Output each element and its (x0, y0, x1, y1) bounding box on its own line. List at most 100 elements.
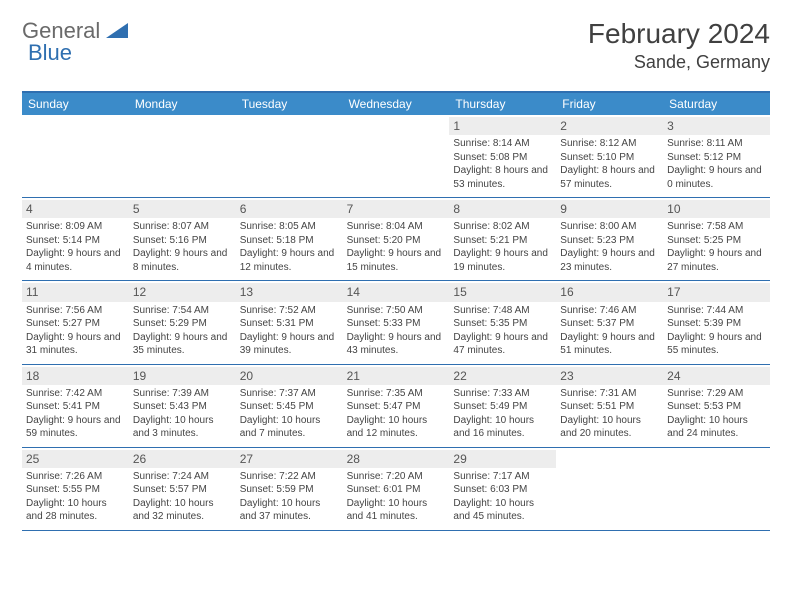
sunrise-line: Sunrise: 8:09 AM (26, 220, 125, 234)
daylight-line: Daylight: 10 hours and 20 minutes. (560, 414, 659, 441)
day-number: 25 (22, 450, 129, 468)
sunset-line: Sunset: 6:03 PM (453, 483, 552, 497)
dow-cell: Saturday (663, 93, 770, 115)
logo-triangle-icon (106, 20, 128, 43)
header: General February 2024 Sande, Germany (22, 18, 770, 73)
day-of-week-row: SundayMondayTuesdayWednesdayThursdayFrid… (22, 93, 770, 115)
sunrise-line: Sunrise: 8:00 AM (560, 220, 659, 234)
day-cell: 2Sunrise: 8:12 AMSunset: 5:10 PMDaylight… (556, 115, 663, 197)
sunrise-line: Sunrise: 7:31 AM (560, 387, 659, 401)
sunrise-line: Sunrise: 8:05 AM (240, 220, 339, 234)
day-cell: 26 Sunrise: 7:24 AMSunset: 5:57 PMDayligh… (129, 448, 236, 530)
day-cell: 3Sunrise: 8:11 AMSunset: 5:12 PMDaylight… (663, 115, 770, 197)
sunrise-line: Sunrise: 8:04 AM (347, 220, 446, 234)
day-cell: 1Sunrise: 8:14 AMSunset: 5:08 PMDaylight… (449, 115, 556, 197)
daylight-line: Daylight: 10 hours and 12 minutes. (347, 414, 446, 441)
sunrise-line: Sunrise: 7:48 AM (453, 304, 552, 318)
daylight-line: Daylight: 9 hours and 15 minutes. (347, 247, 446, 274)
day-cell: 23Sunrise: 7:31 AMSunset: 5:51 PMDayligh… (556, 365, 663, 447)
daylight-line: Daylight: 9 hours and 39 minutes. (240, 331, 339, 358)
sunset-line: Sunset: 5:39 PM (667, 317, 766, 331)
sunrise-line: Sunrise: 7:39 AM (133, 387, 232, 401)
day-cell: 24Sunrise: 7:29 AMSunset: 5:53 PMDayligh… (663, 365, 770, 447)
week-row: 1Sunrise: 8:14 AMSunset: 5:08 PMDaylight… (22, 115, 770, 198)
sunset-line: Sunset: 5:43 PM (133, 400, 232, 414)
sunset-line: Sunset: 5:35 PM (453, 317, 552, 331)
weeks-container: 1Sunrise: 8:14 AMSunset: 5:08 PMDaylight… (22, 115, 770, 531)
day-cell: 13Sunrise: 7:52 AMSunset: 5:31 PMDayligh… (236, 281, 343, 363)
day-number: 11 (22, 283, 129, 301)
daylight-line: Daylight: 9 hours and 4 minutes. (26, 247, 125, 274)
day-cell: 18Sunrise: 7:42 AMSunset: 5:41 PMDayligh… (22, 365, 129, 447)
dow-cell: Wednesday (343, 93, 450, 115)
daylight-line: Daylight: 9 hours and 27 minutes. (667, 247, 766, 274)
sunset-line: Sunset: 5:49 PM (453, 400, 552, 414)
sunset-line: Sunset: 5:47 PM (347, 400, 446, 414)
dow-cell: Tuesday (236, 93, 343, 115)
day-cell: 28Sunrise: 7:20 AMSunset: 6:01 PMDayligh… (343, 448, 450, 530)
day-cell: 8Sunrise: 8:02 AMSunset: 5:21 PMDaylight… (449, 198, 556, 280)
sunset-line: Sunset: 5:18 PM (240, 234, 339, 248)
sunrise-line: Sunrise: 7:52 AM (240, 304, 339, 318)
logo-text-blue: Blue (28, 40, 72, 65)
day-cell: 22Sunrise: 7:33 AMSunset: 5:49 PMDayligh… (449, 365, 556, 447)
title-block: February 2024 Sande, Germany (588, 18, 770, 73)
day-number: 22 (449, 367, 556, 385)
dow-cell: Friday (556, 93, 663, 115)
sunrise-line: Sunrise: 7:50 AM (347, 304, 446, 318)
day-number: 29 (449, 450, 556, 468)
day-cell: 5Sunrise: 8:07 AMSunset: 5:16 PMDaylight… (129, 198, 236, 280)
day-number: 21 (343, 367, 450, 385)
day-cell (129, 115, 236, 197)
day-cell: 14Sunrise: 7:50 AMSunset: 5:33 PMDayligh… (343, 281, 450, 363)
sunset-line: Sunset: 5:16 PM (133, 234, 232, 248)
day-number: 23 (556, 367, 663, 385)
week-row: 4Sunrise: 8:09 AMSunset: 5:14 PMDaylight… (22, 198, 770, 281)
sunset-line: Sunset: 5:37 PM (560, 317, 659, 331)
sunrise-line: Sunrise: 7:17 AM (453, 470, 552, 484)
sunrise-line: Sunrise: 7:24 AM (133, 470, 232, 484)
sunset-line: Sunset: 5:57 PM (133, 483, 232, 497)
sunset-line: Sunset: 5:45 PM (240, 400, 339, 414)
day-number: 7 (343, 200, 450, 218)
day-number: 8 (449, 200, 556, 218)
month-title: February 2024 (588, 18, 770, 50)
day-number: 10 (663, 200, 770, 218)
daylight-line: Daylight: 9 hours and 0 minutes. (667, 164, 766, 191)
week-row: 25Sunrise: 7:26 AMSunset: 5:55 PMDayligh… (22, 448, 770, 531)
day-cell: 12Sunrise: 7:54 AMSunset: 5:29 PMDayligh… (129, 281, 236, 363)
day-number: 12 (129, 283, 236, 301)
day-number: 24 (663, 367, 770, 385)
sunset-line: Sunset: 5:20 PM (347, 234, 446, 248)
day-cell: 7 Sunrise: 8:04 AMSunset: 5:20 PMDaylight… (343, 198, 450, 280)
daylight-line: Daylight: 9 hours and 8 minutes. (133, 247, 232, 274)
sunrise-line: Sunrise: 8:12 AM (560, 137, 659, 151)
daylight-line: Daylight: 9 hours and 12 minutes. (240, 247, 339, 274)
daylight-line: Daylight: 10 hours and 32 minutes. (133, 497, 232, 524)
sunrise-line: Sunrise: 7:29 AM (667, 387, 766, 401)
sunrise-line: Sunrise: 8:07 AM (133, 220, 232, 234)
daylight-line: Daylight: 9 hours and 59 minutes. (26, 414, 125, 441)
daylight-line: Daylight: 9 hours and 51 minutes. (560, 331, 659, 358)
day-number: 2 (556, 117, 663, 135)
day-cell: 15Sunrise: 7:48 AMSunset: 5:35 PMDayligh… (449, 281, 556, 363)
daylight-line: Daylight: 10 hours and 28 minutes. (26, 497, 125, 524)
sunrise-line: Sunrise: 7:20 AM (347, 470, 446, 484)
day-cell: 20Sunrise: 7:37 AMSunset: 5:45 PMDayligh… (236, 365, 343, 447)
day-number: 20 (236, 367, 343, 385)
daylight-line: Daylight: 9 hours and 31 minutes. (26, 331, 125, 358)
day-number: 26 (129, 450, 236, 468)
day-number: 15 (449, 283, 556, 301)
sunrise-line: Sunrise: 8:14 AM (453, 137, 552, 151)
sunset-line: Sunset: 5:27 PM (26, 317, 125, 331)
day-cell: 4Sunrise: 8:09 AMSunset: 5:14 PMDaylight… (22, 198, 129, 280)
day-cell: 17Sunrise: 7:44 AMSunset: 5:39 PMDayligh… (663, 281, 770, 363)
day-cell: 6Sunrise: 8:05 AMSunset: 5:18 PMDaylight… (236, 198, 343, 280)
day-cell: 10Sunrise: 7:58 AMSunset: 5:25 PMDayligh… (663, 198, 770, 280)
sunrise-line: Sunrise: 7:33 AM (453, 387, 552, 401)
daylight-line: Daylight: 9 hours and 43 minutes. (347, 331, 446, 358)
week-row: 11Sunrise: 7:56 AMSunset: 5:27 PMDayligh… (22, 281, 770, 364)
sunrise-line: Sunrise: 7:46 AM (560, 304, 659, 318)
sunrise-line: Sunrise: 7:56 AM (26, 304, 125, 318)
daylight-line: Daylight: 9 hours and 55 minutes. (667, 331, 766, 358)
